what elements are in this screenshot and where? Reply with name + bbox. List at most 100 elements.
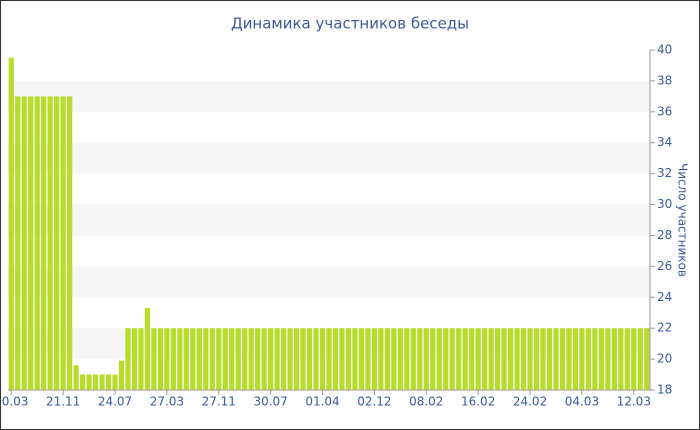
bar	[131, 328, 138, 390]
bar	[488, 328, 494, 390]
bar	[190, 328, 196, 390]
bar	[585, 328, 591, 390]
bar	[41, 96, 47, 390]
bar	[112, 374, 118, 390]
bar	[73, 365, 79, 390]
bar	[86, 374, 92, 390]
bar	[125, 328, 131, 390]
bar	[183, 328, 189, 390]
bar	[319, 328, 326, 390]
x-tick-label: 08.02	[409, 395, 443, 409]
grid-band	[8, 204, 650, 236]
bar	[157, 328, 163, 390]
bar	[92, 374, 99, 390]
bar	[177, 328, 183, 390]
bar	[449, 328, 455, 390]
x-tick-label: 02.12	[357, 395, 391, 409]
y-tick-label: 22	[657, 321, 672, 335]
bar	[501, 328, 507, 390]
y-tick-label: 30	[657, 197, 672, 211]
bar	[462, 328, 468, 390]
bar	[469, 328, 475, 390]
bar	[553, 328, 559, 390]
y-tick-label: 36	[657, 104, 672, 118]
bar	[540, 328, 546, 390]
x-tick-label: 27.03	[150, 395, 184, 409]
bar	[209, 328, 215, 390]
bar	[54, 96, 60, 390]
x-tick-label: 01.04	[305, 395, 339, 409]
bar	[28, 96, 34, 390]
bar	[255, 328, 261, 390]
bar	[397, 328, 403, 390]
bar	[47, 96, 53, 390]
bar	[222, 328, 228, 390]
bar	[495, 328, 501, 390]
x-tick-label: 21.11	[46, 395, 80, 409]
y-axis-label: Число участников	[676, 163, 690, 277]
y-tick-label: 24	[657, 290, 672, 304]
y-tick-label: 26	[657, 259, 672, 273]
bar	[611, 328, 617, 390]
bar	[520, 328, 527, 390]
bar	[67, 96, 73, 390]
bar	[118, 360, 125, 390]
bar	[637, 328, 643, 390]
bar	[430, 328, 436, 390]
x-tick-label: 12.03	[617, 395, 651, 409]
bar	[345, 328, 352, 390]
bar	[378, 328, 384, 390]
bar	[151, 328, 157, 390]
x-tick-label: 24.07	[98, 395, 132, 409]
bar	[527, 328, 533, 390]
bar	[605, 328, 611, 390]
bar	[21, 96, 27, 390]
bar	[417, 328, 423, 390]
bar	[436, 328, 442, 390]
bar	[410, 328, 416, 390]
grid-band	[8, 266, 650, 298]
bar	[631, 328, 637, 390]
bar	[618, 328, 624, 390]
bar	[242, 328, 248, 390]
y-tick-label: 18	[657, 383, 672, 397]
bar	[79, 374, 86, 390]
bar	[332, 328, 339, 390]
bar	[546, 328, 553, 390]
x-tick-label: 04.03	[565, 395, 599, 409]
bar	[300, 328, 306, 390]
grid-band	[8, 142, 650, 174]
bar	[293, 328, 300, 390]
bar	[326, 328, 332, 390]
bar	[644, 328, 650, 390]
bar	[170, 328, 176, 390]
bar	[443, 328, 449, 390]
bar	[99, 374, 105, 390]
y-tick-label: 28	[657, 228, 672, 242]
bar	[313, 328, 319, 390]
bar	[384, 328, 390, 390]
bar	[559, 328, 566, 390]
bar	[358, 328, 365, 390]
bar	[514, 328, 520, 390]
bar	[482, 328, 488, 390]
x-tick-label: 16.02	[461, 395, 495, 409]
bar	[391, 328, 397, 390]
bar	[456, 328, 462, 390]
bar	[624, 328, 630, 390]
y-tick-label: 40	[657, 43, 672, 57]
bar	[203, 328, 209, 390]
bar	[371, 328, 377, 390]
bar	[287, 328, 293, 390]
bar	[352, 328, 358, 390]
chart-title: Динамика участников беседы	[231, 15, 469, 33]
bar	[598, 328, 604, 390]
bar	[592, 328, 598, 390]
bar	[423, 328, 429, 390]
bar	[281, 328, 287, 390]
x-tick-label: 27.11	[202, 395, 236, 409]
bar	[138, 328, 144, 390]
bar	[475, 328, 481, 390]
y-tick-label: 38	[657, 73, 672, 87]
